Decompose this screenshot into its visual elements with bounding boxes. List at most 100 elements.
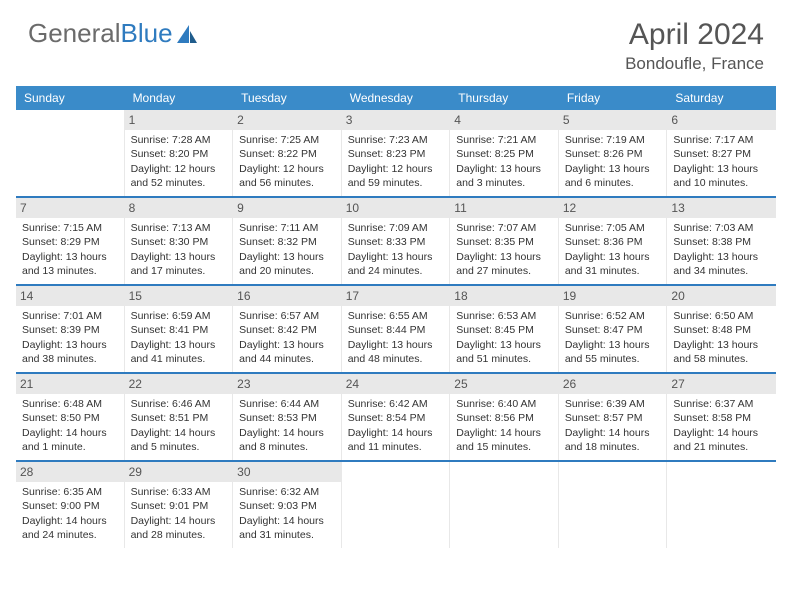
day-number: 27 bbox=[667, 374, 776, 394]
calendar-cell: 21Sunrise: 6:48 AMSunset: 8:50 PMDayligh… bbox=[16, 374, 125, 460]
sunrise-line: Sunrise: 6:33 AM bbox=[131, 485, 227, 499]
sunrise-line: Sunrise: 7:09 AM bbox=[348, 221, 444, 235]
brand-logo: General Blue bbox=[28, 18, 199, 49]
calendar-cell bbox=[16, 110, 125, 196]
daylight-line: Daylight: 13 hours and 13 minutes. bbox=[22, 250, 118, 278]
day-number: 16 bbox=[233, 286, 341, 306]
daylight-line: Daylight: 13 hours and 6 minutes. bbox=[565, 162, 661, 190]
daylight-line: Daylight: 13 hours and 31 minutes. bbox=[565, 250, 661, 278]
daylight-line: Daylight: 13 hours and 48 minutes. bbox=[348, 338, 444, 366]
calendar-cell: 13Sunrise: 7:03 AMSunset: 8:38 PMDayligh… bbox=[667, 198, 776, 284]
calendar-cell: 17Sunrise: 6:55 AMSunset: 8:44 PMDayligh… bbox=[342, 286, 451, 372]
daylight-line: Daylight: 13 hours and 24 minutes. bbox=[348, 250, 444, 278]
sunrise-line: Sunrise: 7:23 AM bbox=[348, 133, 444, 147]
daylight-line: Daylight: 13 hours and 41 minutes. bbox=[131, 338, 227, 366]
daylight-line: Daylight: 13 hours and 38 minutes. bbox=[22, 338, 118, 366]
calendar-cell: 2Sunrise: 7:25 AMSunset: 8:22 PMDaylight… bbox=[233, 110, 342, 196]
calendar-cell: 15 Sunrise: 6:59 AMSunset: 8:41 PMDayligh… bbox=[125, 286, 234, 372]
day-number: 4 bbox=[450, 110, 558, 130]
calendar-cell: 29 Sunrise: 6:33 AMSunset: 9:01 PMDayligh… bbox=[125, 462, 234, 548]
day-number: 13 bbox=[667, 198, 776, 218]
daylight-line: Daylight: 14 hours and 15 minutes. bbox=[456, 426, 552, 454]
calendar-cell: 19Sunrise: 6:52 AMSunset: 8:47 PMDayligh… bbox=[559, 286, 668, 372]
sunset-line: Sunset: 8:47 PM bbox=[565, 323, 661, 337]
calendar-cell: 14Sunrise: 7:01 AMSunset: 8:39 PMDayligh… bbox=[16, 286, 125, 372]
day-number: 20 bbox=[667, 286, 776, 306]
calendar-cell: 22Sunrise: 6:46 AMSunset: 8:51 PMDayligh… bbox=[125, 374, 234, 460]
sunset-line: Sunset: 8:38 PM bbox=[673, 235, 770, 249]
daylight-line: Daylight: 13 hours and 51 minutes. bbox=[456, 338, 552, 366]
sunrise-line: Sunrise: 7:13 AM bbox=[131, 221, 227, 235]
daylight-line: Daylight: 12 hours and 52 minutes. bbox=[131, 162, 227, 190]
daylight-line: Daylight: 13 hours and 27 minutes. bbox=[456, 250, 552, 278]
day-header: Saturday bbox=[667, 86, 776, 110]
calendar-cell: 30Sunrise: 6:32 AMSunset: 9:03 PMDayligh… bbox=[233, 462, 342, 548]
day-number: 28 bbox=[16, 462, 124, 482]
calendar-cell: 26Sunrise: 6:39 AMSunset: 8:57 PMDayligh… bbox=[559, 374, 668, 460]
daylight-line: Daylight: 13 hours and 20 minutes. bbox=[239, 250, 335, 278]
sunset-line: Sunset: 8:41 PM bbox=[131, 323, 227, 337]
week-row: 14Sunrise: 7:01 AMSunset: 8:39 PMDayligh… bbox=[16, 286, 776, 374]
calendar-cell: 11 Sunrise: 7:07 AMSunset: 8:35 PMDayligh… bbox=[450, 198, 559, 284]
daylight-line: Daylight: 13 hours and 10 minutes. bbox=[673, 162, 770, 190]
calendar-cell: 4Sunrise: 7:21 AMSunset: 8:25 PMDaylight… bbox=[450, 110, 559, 196]
calendar-cell bbox=[667, 462, 776, 548]
sunset-line: Sunset: 8:51 PM bbox=[131, 411, 227, 425]
sunrise-line: Sunrise: 7:19 AM bbox=[565, 133, 661, 147]
sunset-line: Sunset: 8:35 PM bbox=[456, 235, 552, 249]
day-number: 17 bbox=[342, 286, 450, 306]
sunrise-line: Sunrise: 6:55 AM bbox=[348, 309, 444, 323]
sunrise-line: Sunrise: 6:52 AM bbox=[565, 309, 661, 323]
daylight-line: Daylight: 14 hours and 21 minutes. bbox=[673, 426, 770, 454]
sunset-line: Sunset: 8:45 PM bbox=[456, 323, 552, 337]
day-number: 3 bbox=[342, 110, 450, 130]
daylight-line: Daylight: 14 hours and 28 minutes. bbox=[131, 514, 227, 542]
sunset-line: Sunset: 8:42 PM bbox=[239, 323, 335, 337]
daylight-line: Daylight: 14 hours and 1 minute. bbox=[22, 426, 118, 454]
sunset-line: Sunset: 8:29 PM bbox=[22, 235, 118, 249]
calendar-cell: 3Sunrise: 7:23 AMSunset: 8:23 PMDaylight… bbox=[342, 110, 451, 196]
day-header: Sunday bbox=[16, 86, 125, 110]
daylight-line: Daylight: 14 hours and 5 minutes. bbox=[131, 426, 227, 454]
sunset-line: Sunset: 8:58 PM bbox=[673, 411, 770, 425]
calendar-cell: 7Sunrise: 7:15 AMSunset: 8:29 PMDaylight… bbox=[16, 198, 125, 284]
daylight-line: Daylight: 13 hours and 55 minutes. bbox=[565, 338, 661, 366]
calendar-cell: 27Sunrise: 6:37 AMSunset: 8:58 PMDayligh… bbox=[667, 374, 776, 460]
sunrise-line: Sunrise: 6:59 AM bbox=[131, 309, 227, 323]
day-number: 11 bbox=[450, 198, 558, 218]
sunset-line: Sunset: 8:20 PM bbox=[131, 147, 227, 161]
week-row: 1Sunrise: 7:28 AMSunset: 8:20 PMDaylight… bbox=[16, 110, 776, 198]
day-number: 29 bbox=[125, 462, 233, 482]
day-number: 14 bbox=[16, 286, 124, 306]
daylight-line: Daylight: 13 hours and 58 minutes. bbox=[673, 338, 770, 366]
day-header: Friday bbox=[559, 86, 668, 110]
calendar-cell: 6Sunrise: 7:17 AMSunset: 8:27 PMDaylight… bbox=[667, 110, 776, 196]
day-header: Wednesday bbox=[342, 86, 451, 110]
sunrise-line: Sunrise: 7:28 AM bbox=[131, 133, 227, 147]
brand-part2: Blue bbox=[121, 18, 173, 49]
calendar-cell: 20Sunrise: 6:50 AMSunset: 8:48 PMDayligh… bbox=[667, 286, 776, 372]
day-number: 18 bbox=[450, 286, 558, 306]
page-title: April 2024 bbox=[625, 18, 764, 52]
sunset-line: Sunset: 8:53 PM bbox=[239, 411, 335, 425]
day-number: 12 bbox=[559, 198, 667, 218]
day-number: 24 bbox=[342, 374, 450, 394]
sunrise-line: Sunrise: 7:11 AM bbox=[239, 221, 335, 235]
day-number: 15 bbox=[125, 286, 233, 306]
daylight-line: Daylight: 12 hours and 56 minutes. bbox=[239, 162, 335, 190]
title-block: April 2024 Bondoufle, France bbox=[625, 18, 764, 74]
week-row: 7Sunrise: 7:15 AMSunset: 8:29 PMDaylight… bbox=[16, 198, 776, 286]
sunrise-line: Sunrise: 7:07 AM bbox=[456, 221, 552, 235]
sunrise-line: Sunrise: 6:48 AM bbox=[22, 397, 118, 411]
calendar-cell bbox=[342, 462, 451, 548]
sunrise-line: Sunrise: 6:57 AM bbox=[239, 309, 335, 323]
sunrise-line: Sunrise: 6:39 AM bbox=[565, 397, 661, 411]
calendar-cell: 8Sunrise: 7:13 AMSunset: 8:30 PMDaylight… bbox=[125, 198, 234, 284]
sunrise-line: Sunrise: 7:21 AM bbox=[456, 133, 552, 147]
calendar-cell: 9Sunrise: 7:11 AMSunset: 8:32 PMDaylight… bbox=[233, 198, 342, 284]
sunset-line: Sunset: 8:32 PM bbox=[239, 235, 335, 249]
sunset-line: Sunset: 9:01 PM bbox=[131, 499, 227, 513]
daylight-line: Daylight: 14 hours and 24 minutes. bbox=[22, 514, 118, 542]
day-number: 23 bbox=[233, 374, 341, 394]
sunset-line: Sunset: 8:33 PM bbox=[348, 235, 444, 249]
